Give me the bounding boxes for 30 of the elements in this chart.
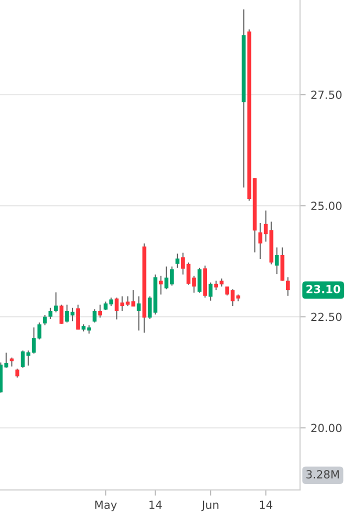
- candlestick: [20, 350, 25, 368]
- x-tick-label: May: [95, 500, 117, 512]
- candlestick: [114, 297, 119, 320]
- candlestick: [258, 222, 262, 260]
- candlestick: [198, 267, 202, 294]
- candlestick: [4, 352, 8, 368]
- candlestick: [98, 304, 102, 318]
- annotation: 23.10: [306, 284, 340, 294]
- text: 3.28M: [306, 470, 339, 479]
- y-tick-label: 22.50: [311, 312, 342, 322]
- candlestick: [76, 304, 80, 330]
- candlestick: [136, 296, 141, 332]
- candlestick: [274, 246, 279, 275]
- x-tick-label: 14: [260, 500, 272, 509]
- candlestick: [131, 290, 136, 308]
- candlestick: [208, 282, 213, 302]
- candlestick: [92, 308, 97, 324]
- candlestick: [48, 307, 52, 320]
- y-tick-label: 27.50: [311, 90, 342, 99]
- x-tick-label: Jun: [201, 500, 218, 512]
- candlestick: [26, 350, 30, 366]
- candlestick: [158, 275, 163, 296]
- candlestick: [176, 253, 180, 268]
- candlestick: [54, 292, 58, 313]
- candlestick: [42, 314, 47, 326]
- candlestick: [286, 276, 290, 296]
- candlestick: [60, 304, 64, 324]
- y-tick-label: 20.00: [311, 424, 342, 432]
- x-tick-label: 14: [150, 500, 162, 509]
- y-tick-label: 25.00: [311, 202, 342, 210]
